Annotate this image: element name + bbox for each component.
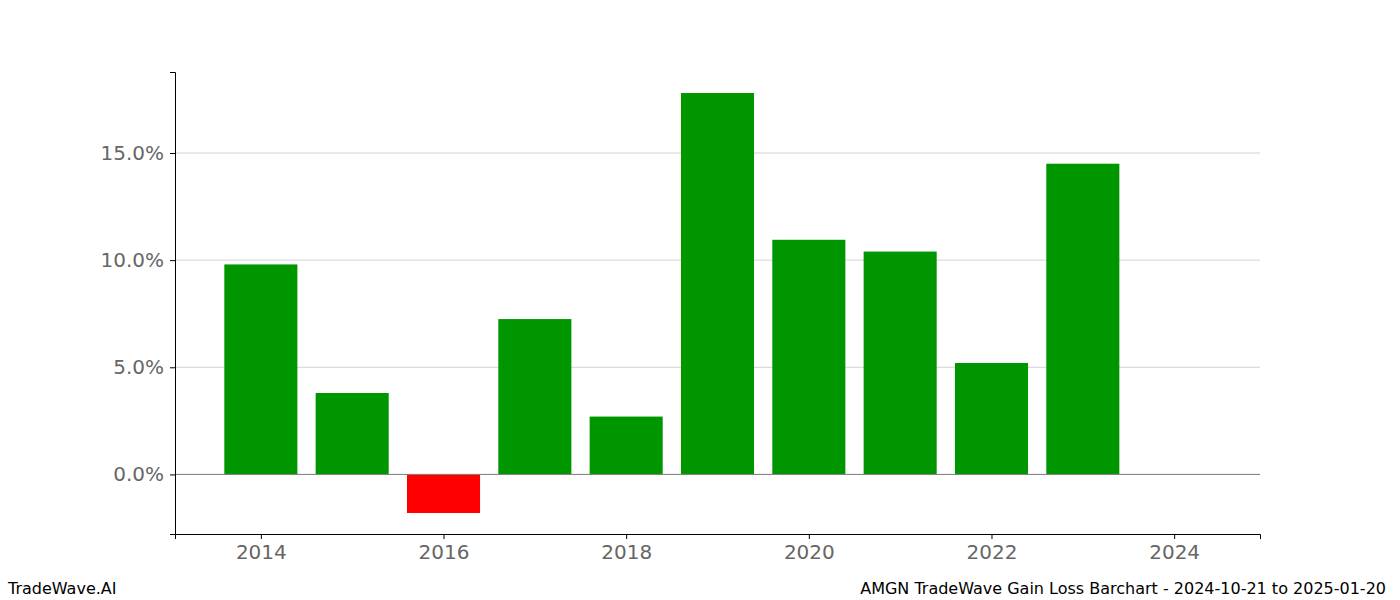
plot: 0.0%5.0%10.0%15.0%2014201620182020202220… <box>100 73 1260 565</box>
x-tick-mark <box>444 534 445 539</box>
y-tick: 5.0% <box>113 355 175 379</box>
y-tick: 0.0% <box>113 462 175 486</box>
x-tick-label: 2016 <box>419 540 470 564</box>
x-tick-label: 2022 <box>967 540 1018 564</box>
annotation: TradeWave.AI <box>7 579 116 598</box>
y-tick-mark <box>170 367 175 368</box>
y-tick-label: 0.0% <box>113 462 164 486</box>
x-tick-mark <box>991 534 992 539</box>
bars <box>175 93 1260 513</box>
x-tick: 2020 <box>784 534 835 564</box>
y-tick-label: 15.0% <box>100 141 164 165</box>
x-tick: 2024 <box>1149 534 1200 564</box>
y-axis-line <box>170 73 176 535</box>
y-tick: 15.0% <box>100 141 175 165</box>
bar <box>1046 164 1119 475</box>
x-tick-label: 2014 <box>236 540 287 564</box>
x-tick-mark <box>1174 534 1175 539</box>
bar <box>864 252 937 475</box>
x-tick: 2016 <box>419 534 470 564</box>
y-tick-label: 10.0% <box>100 248 164 272</box>
x-tick: 2014 <box>236 534 287 564</box>
bar <box>316 393 389 474</box>
x-tick: 2022 <box>967 534 1018 564</box>
y-tick-mark <box>170 474 175 475</box>
x-tick-mark <box>809 534 810 539</box>
bar <box>681 93 754 474</box>
bar <box>772 240 845 475</box>
x-axis-line <box>176 535 1261 540</box>
x-tick-mark <box>261 534 262 539</box>
x-tick-label: 2020 <box>784 540 835 564</box>
bar <box>407 474 480 513</box>
y-tick-mark <box>170 153 175 154</box>
chart: 0.0%5.0%10.0%15.0%2014201620182020202220… <box>0 0 1400 600</box>
zero-line <box>175 474 1260 475</box>
grid-line <box>175 474 1260 475</box>
bar <box>955 363 1028 474</box>
y-axis: 0.0% 5.0% 10.0% 15.0% <box>100 73 175 535</box>
bar <box>224 264 297 474</box>
x-tick-label: 2018 <box>601 540 652 564</box>
title: AMGN TradeWave Gain Loss Barchart - 2024… <box>860 579 1386 598</box>
bar <box>590 417 663 475</box>
bar <box>498 319 571 474</box>
y-tick-label: 5.0% <box>113 355 164 379</box>
x-tick-mark <box>626 534 627 539</box>
y-tick-mark <box>170 260 175 261</box>
x-tick: 2018 <box>601 534 652 564</box>
x-tick-label: 2024 <box>1149 540 1200 564</box>
y-tick: 10.0% <box>100 248 175 272</box>
x-axis: 2014 2016 2018 2020 2022 2024 <box>176 534 1261 564</box>
